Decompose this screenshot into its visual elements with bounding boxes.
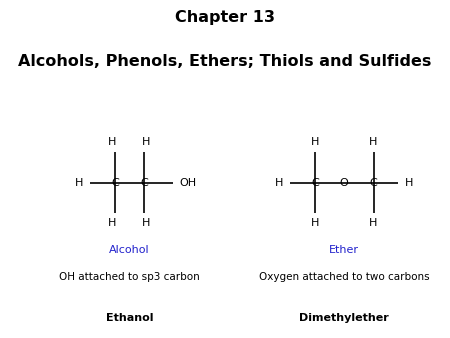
Text: H: H bbox=[369, 137, 378, 147]
Text: H: H bbox=[311, 218, 319, 228]
Text: H: H bbox=[311, 137, 319, 147]
Text: H: H bbox=[405, 177, 414, 188]
Text: C: C bbox=[311, 177, 319, 188]
Text: Alcohols, Phenols, Ethers; Thiols and Sulfides: Alcohols, Phenols, Ethers; Thiols and Su… bbox=[18, 54, 432, 69]
Text: Ether: Ether bbox=[329, 245, 359, 255]
Text: H: H bbox=[108, 137, 117, 147]
Text: Alcohol: Alcohol bbox=[109, 245, 150, 255]
Text: Dimethylether: Dimethylether bbox=[299, 313, 389, 323]
Text: C: C bbox=[111, 177, 119, 188]
Text: H: H bbox=[142, 218, 150, 228]
Text: O: O bbox=[340, 177, 349, 188]
Text: Chapter 13: Chapter 13 bbox=[175, 10, 275, 25]
Text: OH attached to sp3 carbon: OH attached to sp3 carbon bbox=[59, 272, 200, 282]
Text: OH: OH bbox=[180, 177, 197, 188]
Text: C: C bbox=[369, 177, 378, 188]
Text: H: H bbox=[142, 137, 150, 147]
Text: C: C bbox=[140, 177, 148, 188]
Text: H: H bbox=[75, 177, 83, 188]
Text: Oxygen attached to two carbons: Oxygen attached to two carbons bbox=[259, 272, 430, 282]
Text: Ethanol: Ethanol bbox=[106, 313, 153, 323]
Text: H: H bbox=[108, 218, 117, 228]
Text: H: H bbox=[369, 218, 378, 228]
Text: H: H bbox=[275, 177, 284, 188]
